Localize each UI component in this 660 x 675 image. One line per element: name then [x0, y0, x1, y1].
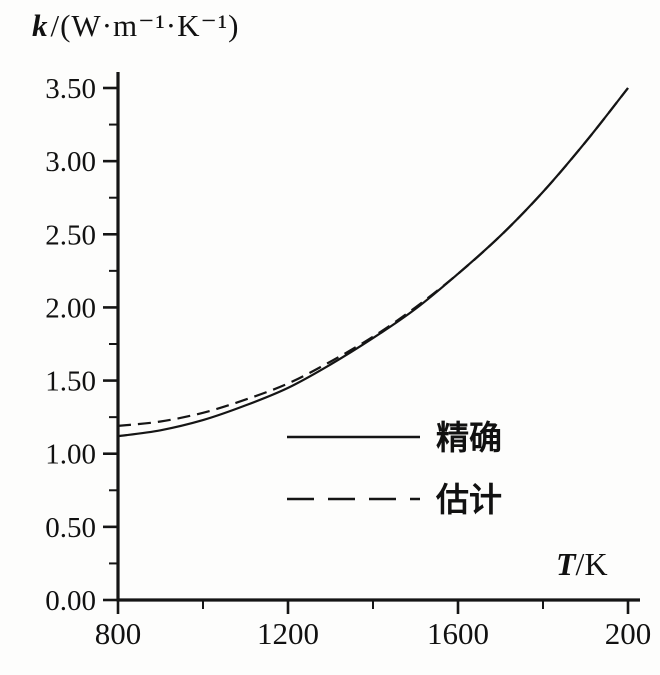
y-tick-label: 1.50 [45, 366, 96, 398]
y-tick-label: 0.00 [45, 585, 96, 617]
legend-label: 精确 [436, 418, 502, 457]
y-tick-label: 3.50 [45, 73, 96, 105]
y-tick-label: 3.00 [45, 146, 96, 178]
y-axis-symbol: k [32, 8, 49, 43]
x-axis-units: /K [575, 546, 608, 582]
x-tick-label: 800 [95, 616, 142, 651]
legend-label: 估计 [435, 480, 502, 519]
y-tick-label: 1.00 [45, 439, 96, 471]
dashed-series-path [117, 87, 629, 427]
y-tick-label: 0.50 [45, 512, 96, 544]
x-tick-label: 1600 [427, 616, 489, 651]
y-tick-label: 2.00 [45, 292, 96, 324]
solid-series-path [117, 87, 629, 438]
x-axis-symbol: T [556, 546, 576, 582]
x-tick-label: 1200 [257, 616, 319, 651]
y-tick-label: 2.50 [45, 219, 96, 251]
y-axis-units: /(W·m⁻¹·K⁻¹) [50, 8, 240, 43]
y-axis-title: k/(W·m⁻¹·K⁻¹) [32, 8, 239, 44]
x-axis-title: T/K [556, 546, 608, 583]
x-tick-label: 200 [605, 616, 652, 651]
